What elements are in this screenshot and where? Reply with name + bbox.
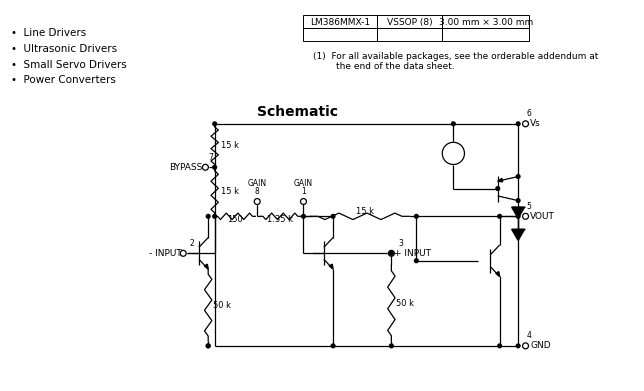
Text: •  Line Drivers: • Line Drivers [11, 28, 86, 38]
Circle shape [301, 215, 305, 218]
Polygon shape [329, 264, 333, 269]
Text: 6: 6 [526, 109, 531, 118]
Text: •  Power Converters: • Power Converters [11, 75, 116, 85]
Circle shape [206, 344, 210, 348]
Circle shape [254, 199, 260, 204]
Circle shape [522, 213, 529, 219]
Circle shape [331, 344, 335, 348]
Text: 7: 7 [209, 152, 213, 161]
Text: BYPASS: BYPASS [169, 163, 203, 172]
Circle shape [388, 250, 394, 256]
Text: 1.35 k: 1.35 k [267, 215, 294, 224]
Text: 4: 4 [526, 331, 531, 340]
Text: - INPUT: - INPUT [149, 249, 182, 258]
Circle shape [390, 251, 393, 255]
Circle shape [516, 215, 520, 218]
Circle shape [213, 215, 216, 218]
Text: 15 k: 15 k [221, 187, 239, 196]
Circle shape [213, 165, 216, 169]
Text: (1)  For all available packages, see the orderable addendum at
        the end o: (1) For all available packages, see the … [313, 52, 598, 71]
Bar [303, 14, 377, 29]
Text: •  Small Servo Drivers: • Small Servo Drivers [11, 59, 127, 70]
Bar [442, 14, 529, 29]
Polygon shape [204, 264, 208, 269]
Text: 3.00 mm × 3.00 mm: 3.00 mm × 3.00 mm [439, 18, 533, 27]
Circle shape [498, 215, 502, 218]
Text: GAIN: GAIN [294, 179, 313, 188]
Circle shape [390, 344, 393, 348]
Circle shape [415, 215, 418, 218]
Text: GND: GND [530, 341, 551, 350]
Text: 15 k: 15 k [221, 141, 239, 150]
Text: 1: 1 [301, 187, 306, 196]
Text: Schematic: Schematic [258, 105, 339, 119]
Bar [303, 29, 377, 41]
Text: •  Ultrasonic Drivers: • Ultrasonic Drivers [11, 44, 117, 54]
Circle shape [206, 215, 210, 218]
Circle shape [451, 122, 455, 126]
Bar [442, 29, 529, 41]
Text: VSSOP (8): VSSOP (8) [387, 18, 433, 27]
Circle shape [180, 250, 186, 256]
Circle shape [301, 199, 307, 204]
Text: 50 k: 50 k [396, 299, 414, 308]
Text: 15 k: 15 k [355, 207, 374, 216]
Circle shape [522, 343, 529, 349]
Circle shape [498, 344, 502, 348]
Polygon shape [496, 272, 500, 276]
Circle shape [516, 122, 520, 126]
Text: 150: 150 [227, 215, 243, 224]
Text: VOUT: VOUT [530, 212, 555, 221]
Circle shape [522, 121, 529, 127]
Text: 3: 3 [398, 239, 403, 248]
Circle shape [516, 199, 520, 203]
Circle shape [516, 344, 520, 348]
Circle shape [202, 164, 209, 170]
Circle shape [415, 259, 418, 263]
Text: 5: 5 [526, 202, 531, 211]
Circle shape [213, 122, 216, 126]
Circle shape [442, 142, 464, 165]
Text: 8: 8 [255, 187, 260, 196]
Polygon shape [498, 178, 503, 182]
Polygon shape [512, 229, 525, 240]
Text: 2: 2 [189, 239, 194, 248]
Circle shape [331, 215, 335, 218]
Polygon shape [512, 207, 525, 218]
Text: Vs: Vs [530, 119, 541, 128]
Circle shape [516, 175, 520, 178]
Circle shape [206, 344, 210, 348]
Text: 50 k: 50 k [213, 301, 231, 310]
Text: GAIN: GAIN [248, 179, 267, 188]
Text: LM386MMX-1: LM386MMX-1 [310, 18, 370, 27]
Bar [377, 29, 442, 41]
Bar [377, 14, 442, 29]
Circle shape [496, 187, 500, 190]
Text: + INPUT: + INPUT [394, 249, 431, 258]
